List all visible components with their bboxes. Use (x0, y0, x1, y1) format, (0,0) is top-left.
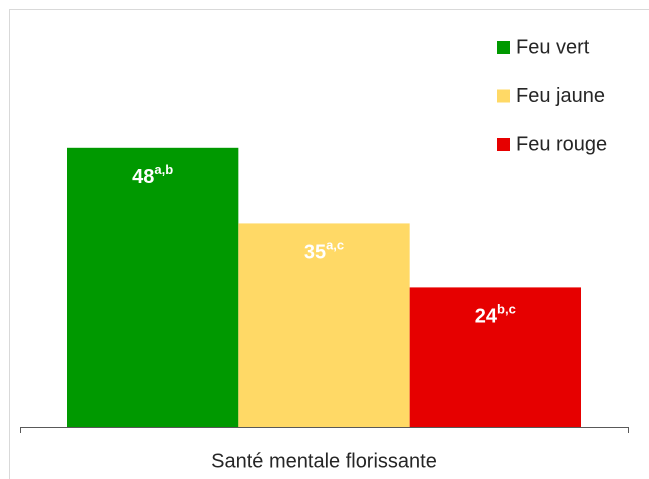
bar (238, 223, 410, 427)
data-label: 48a,b (132, 162, 173, 188)
data-label-value: 35 (304, 242, 326, 264)
x-tick-label: Santé mentale florissante (211, 450, 437, 472)
legend-label: Feu rouge (516, 133, 607, 155)
legend-swatch (497, 138, 510, 151)
bar (409, 287, 581, 427)
data-label: 35a,c (304, 238, 344, 264)
bar (67, 147, 239, 428)
legend-label: Feu jaune (516, 85, 605, 107)
data-label: 24b,c (475, 302, 516, 328)
data-label-superscript: b,c (497, 302, 516, 317)
legend-label: Feu vert (516, 36, 590, 58)
legend-swatch (497, 89, 510, 103)
data-label-value: 48 (132, 166, 154, 188)
legend-swatch (497, 41, 510, 54)
data-label-superscript: a,c (326, 238, 344, 253)
data-label-superscript: a,b (154, 162, 173, 177)
data-label-value: 24 (475, 306, 498, 328)
